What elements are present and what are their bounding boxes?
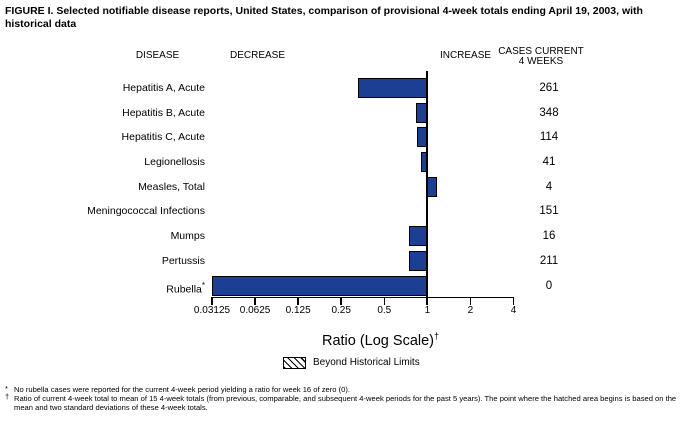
footnote-text-ratio: Ratio of current 4-week total to mean of… <box>14 393 677 412</box>
footnote-rubella: * No rubella cases were reported for the… <box>5 383 687 395</box>
column-header-cases-line1: CASES CURRENT <box>498 46 584 57</box>
disease-label: Rubella* <box>166 280 205 296</box>
x-axis-tick-label: 0.03125 <box>193 305 231 316</box>
footnote-marker-asterisk: * <box>5 383 8 393</box>
ratio-bar <box>358 78 428 98</box>
x-axis-tick <box>469 296 472 305</box>
x-axis-tick <box>426 296 429 305</box>
x-axis-baseline <box>211 296 515 298</box>
cases-value: 151 <box>539 205 559 218</box>
column-header-increase: INCREASE <box>439 50 492 61</box>
disease-label: Hepatitis B, Acute <box>122 106 205 119</box>
x-axis-tick-label: 0.5 <box>377 305 392 316</box>
column-header-cases-line2: 4 WEEKS <box>518 56 564 67</box>
column-header-disease: DISEASE <box>135 50 180 61</box>
ratio-bar <box>408 226 428 247</box>
disease-label: Hepatitis A, Acute <box>122 82 205 94</box>
disease-label: Hepatitis C, Acute <box>121 131 205 144</box>
x-axis-tick-label: 0.125 <box>285 305 311 316</box>
disease-label: Measles, Total <box>138 180 205 193</box>
cases-value: 4 <box>545 180 553 193</box>
x-axis-tick <box>383 296 386 305</box>
ratio-bar <box>212 275 428 296</box>
footnote-ratio: † Ratio of current 4-week total to mean … <box>5 392 687 413</box>
x-axis-tick <box>297 296 299 305</box>
ratio-bar <box>427 176 438 197</box>
x-axis-tick <box>340 296 342 305</box>
ratio-bar <box>408 250 428 271</box>
cases-value: 211 <box>539 254 559 267</box>
x-axis-tick <box>512 296 515 305</box>
footnote-marker-dagger: † <box>5 392 10 402</box>
ratio-one-reference-line <box>426 71 429 305</box>
x-axis-tick-label: 1 <box>424 305 431 316</box>
x-axis-label-dagger: † <box>434 331 440 341</box>
x-axis-tick-label: 4 <box>510 305 517 316</box>
disease-label: Mumps <box>170 230 205 243</box>
x-axis-tick <box>254 296 256 305</box>
legend-hatched-swatch <box>283 357 306 369</box>
x-axis-tick-label: 2 <box>467 305 474 316</box>
disease-label-superscript: * <box>201 280 205 290</box>
x-axis-tick-label: 0.25 <box>331 305 351 316</box>
column-header-decrease: DECREASE <box>229 50 285 61</box>
x-axis-label: Ratio (Log Scale)† <box>298 331 463 349</box>
cases-value: 16 <box>542 230 556 243</box>
cases-value: 261 <box>539 82 559 94</box>
legend-label: Beyond Historical Limits <box>313 357 420 368</box>
footnotes: * No rubella cases were reported for the… <box>5 383 687 413</box>
cases-value: 41 <box>542 156 556 169</box>
cases-value: 114 <box>539 131 559 144</box>
figure-title: FIGURE I. Selected notifiable disease re… <box>5 5 643 30</box>
x-axis-tick <box>211 296 213 305</box>
x-axis-tick-label: 0.0625 <box>239 305 271 316</box>
disease-label: Legionellosis <box>144 156 205 169</box>
x-axis-label-text: Ratio (Log Scale) <box>321 332 434 349</box>
disease-label: Meningococcal Infections <box>87 205 205 218</box>
cases-value: 0 <box>545 279 553 292</box>
disease-label: Pertussis <box>161 254 205 267</box>
cases-value: 348 <box>539 106 559 119</box>
footnote-text-rubella: No rubella cases were reported for the c… <box>14 385 350 394</box>
column-header-cases: CASES CURRENT 4 WEEKS <box>491 47 591 67</box>
